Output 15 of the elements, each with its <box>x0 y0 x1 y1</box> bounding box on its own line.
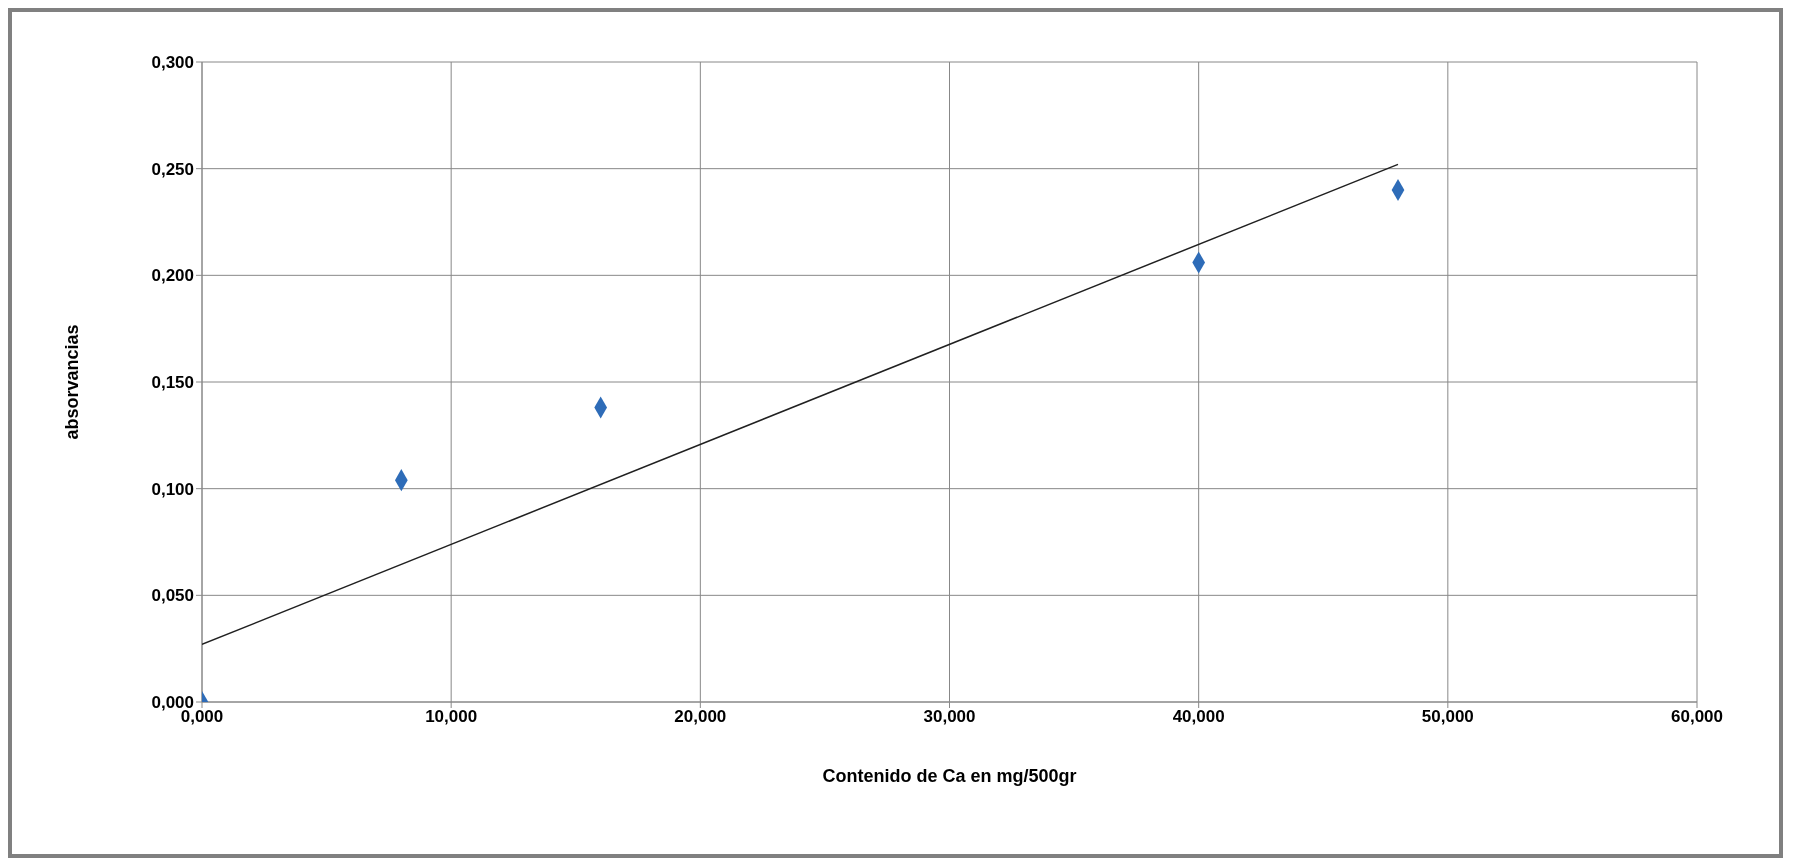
y-tick-label: 0,300 <box>151 53 194 73</box>
x-tick-label: 50,000 <box>1421 707 1474 727</box>
y-tick-label: 0,250 <box>151 159 194 179</box>
y-tick-label: 0,200 <box>151 266 194 286</box>
x-tick-label: 10,000 <box>425 707 478 727</box>
x-axis-title: Contenido de Ca en mg/500gr <box>822 766 1077 786</box>
y-tick-label: 0,150 <box>151 373 194 393</box>
x-tick-label: 0,000 <box>180 707 224 727</box>
x-tick-label: 30,000 <box>923 707 976 727</box>
x-tick-label: 40,000 <box>1172 707 1225 727</box>
x-tick-label: 20,000 <box>674 707 727 727</box>
y-axis-title: absorvancias <box>62 324 83 440</box>
y-tick-label: 0,050 <box>151 586 194 606</box>
y-tick-label: 0,100 <box>151 479 194 499</box>
x-tick-label: 60,000 <box>1671 707 1723 727</box>
